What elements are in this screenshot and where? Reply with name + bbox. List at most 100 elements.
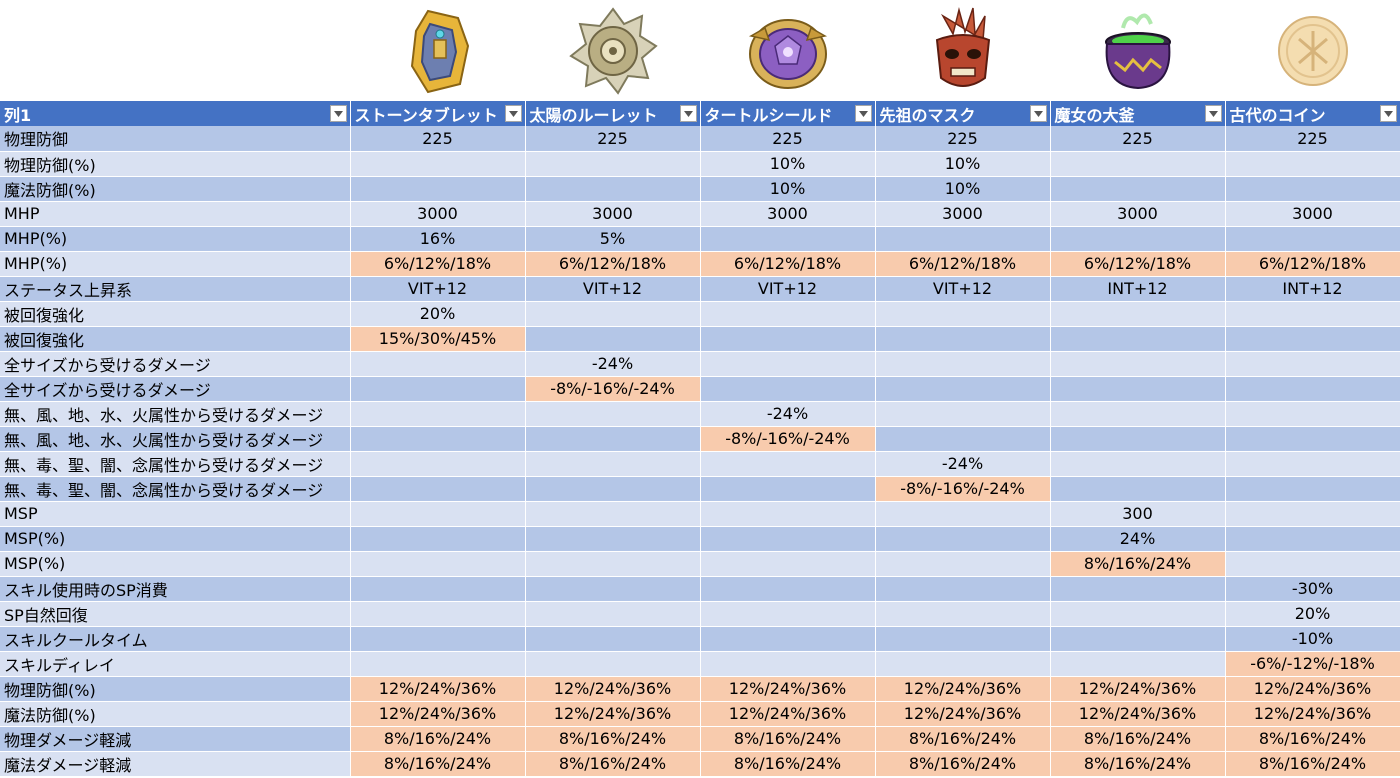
value-cell[interactable]: [1225, 301, 1400, 327]
row-label-cell[interactable]: 全サイズから受けるダメージ: [0, 351, 351, 377]
row-label-cell[interactable]: SP自然回復: [0, 601, 351, 627]
value-cell[interactable]: [350, 601, 526, 627]
value-cell[interactable]: 225: [1225, 126, 1400, 152]
value-cell[interactable]: [350, 426, 526, 452]
value-cell[interactable]: 6%/12%/18%: [525, 251, 701, 277]
value-cell[interactable]: [350, 526, 526, 552]
value-cell[interactable]: [700, 476, 876, 502]
value-cell[interactable]: [875, 626, 1051, 652]
value-cell[interactable]: 12%/24%/36%: [350, 701, 526, 727]
value-cell[interactable]: 6%/12%/18%: [1225, 251, 1400, 277]
value-cell[interactable]: [525, 601, 701, 627]
value-cell[interactable]: [525, 401, 701, 427]
value-cell[interactable]: 225: [525, 126, 701, 152]
value-cell[interactable]: 12%/24%/36%: [1225, 701, 1400, 727]
value-cell[interactable]: 24%: [1050, 526, 1226, 552]
value-cell[interactable]: [875, 401, 1051, 427]
value-cell[interactable]: 6%/12%/18%: [875, 251, 1051, 277]
value-cell[interactable]: 10%: [875, 151, 1051, 177]
value-cell[interactable]: [1225, 551, 1400, 577]
value-cell[interactable]: [1050, 176, 1226, 202]
value-cell[interactable]: 16%: [350, 226, 526, 252]
value-cell[interactable]: 12%/24%/36%: [700, 676, 876, 702]
value-cell[interactable]: [1225, 151, 1400, 177]
value-cell[interactable]: [875, 376, 1051, 402]
value-cell[interactable]: 8%/16%/24%: [1050, 726, 1226, 752]
value-cell[interactable]: 8%/16%/24%: [1225, 726, 1400, 752]
value-cell[interactable]: [875, 326, 1051, 352]
value-cell[interactable]: [700, 226, 876, 252]
filter-dropdown-button[interactable]: [854, 105, 872, 122]
value-cell[interactable]: [1050, 226, 1226, 252]
row-label-cell[interactable]: 物理防御: [0, 126, 351, 152]
value-cell[interactable]: 8%/16%/24%: [875, 751, 1051, 777]
value-cell[interactable]: 3000: [350, 201, 526, 227]
value-cell[interactable]: [875, 226, 1051, 252]
filter-dropdown-button[interactable]: [329, 105, 347, 122]
value-cell[interactable]: [1225, 226, 1400, 252]
value-cell[interactable]: [525, 526, 701, 552]
value-cell[interactable]: INT+12: [1225, 276, 1400, 302]
value-cell[interactable]: [1225, 351, 1400, 377]
value-cell[interactable]: [700, 526, 876, 552]
value-cell[interactable]: [525, 326, 701, 352]
value-cell[interactable]: [1050, 601, 1226, 627]
row-label-cell[interactable]: MHP(%): [0, 226, 351, 252]
value-cell[interactable]: [1050, 326, 1226, 352]
value-cell[interactable]: 6%/12%/18%: [700, 251, 876, 277]
value-cell[interactable]: 8%/16%/24%: [350, 751, 526, 777]
value-cell[interactable]: [350, 401, 526, 427]
value-cell[interactable]: [525, 151, 701, 177]
value-cell[interactable]: 8%/16%/24%: [875, 726, 1051, 752]
row-label-cell[interactable]: MHP: [0, 201, 351, 227]
value-cell[interactable]: 8%/16%/24%: [1050, 551, 1226, 577]
value-cell[interactable]: 225: [1050, 126, 1226, 152]
value-cell[interactable]: [875, 526, 1051, 552]
value-cell[interactable]: [1050, 351, 1226, 377]
value-cell[interactable]: 3000: [525, 201, 701, 227]
value-cell[interactable]: [350, 476, 526, 502]
row-label-cell[interactable]: MSP: [0, 501, 351, 527]
filter-dropdown-button[interactable]: [504, 105, 522, 122]
value-cell[interactable]: [1050, 576, 1226, 602]
value-cell[interactable]: [875, 351, 1051, 377]
value-cell[interactable]: [350, 576, 526, 602]
value-cell[interactable]: 8%/16%/24%: [525, 726, 701, 752]
value-cell[interactable]: [875, 576, 1051, 602]
row-label-cell[interactable]: MSP(%): [0, 526, 351, 552]
row-label-cell[interactable]: 物理防御(%): [0, 676, 351, 702]
row-label-cell[interactable]: 全サイズから受けるダメージ: [0, 376, 351, 402]
value-cell[interactable]: -10%: [1225, 626, 1400, 652]
value-cell[interactable]: 6%/12%/18%: [1050, 251, 1226, 277]
value-cell[interactable]: [1225, 376, 1400, 402]
row-label-cell[interactable]: MHP(%): [0, 251, 351, 277]
value-cell[interactable]: [700, 551, 876, 577]
row-label-cell[interactable]: 被回復強化: [0, 326, 351, 352]
value-cell[interactable]: [1225, 426, 1400, 452]
value-cell[interactable]: [1050, 476, 1226, 502]
row-label-cell[interactable]: 無、毒、聖、闇、念属性から受けるダメージ: [0, 451, 351, 477]
value-cell[interactable]: [700, 376, 876, 402]
value-cell[interactable]: VIT+12: [350, 276, 526, 302]
value-cell[interactable]: [525, 301, 701, 327]
value-cell[interactable]: [700, 651, 876, 677]
value-cell[interactable]: [525, 551, 701, 577]
value-cell[interactable]: 3000: [1225, 201, 1400, 227]
value-cell[interactable]: [1050, 451, 1226, 477]
value-cell[interactable]: -8%/-16%/-24%: [700, 426, 876, 452]
value-cell[interactable]: 225: [875, 126, 1051, 152]
value-cell[interactable]: [1050, 151, 1226, 177]
value-cell[interactable]: [1050, 301, 1226, 327]
value-cell[interactable]: 12%/24%/36%: [350, 676, 526, 702]
value-cell[interactable]: [1225, 401, 1400, 427]
value-cell[interactable]: [525, 626, 701, 652]
value-cell[interactable]: [1225, 501, 1400, 527]
row-label-cell[interactable]: スキル使用時のSP消費: [0, 576, 351, 602]
value-cell[interactable]: 5%: [525, 226, 701, 252]
value-cell[interactable]: [1225, 176, 1400, 202]
value-cell[interactable]: 8%/16%/24%: [1050, 751, 1226, 777]
value-cell[interactable]: [525, 176, 701, 202]
value-cell[interactable]: 3000: [875, 201, 1051, 227]
value-cell[interactable]: [1050, 426, 1226, 452]
value-cell[interactable]: [525, 576, 701, 602]
